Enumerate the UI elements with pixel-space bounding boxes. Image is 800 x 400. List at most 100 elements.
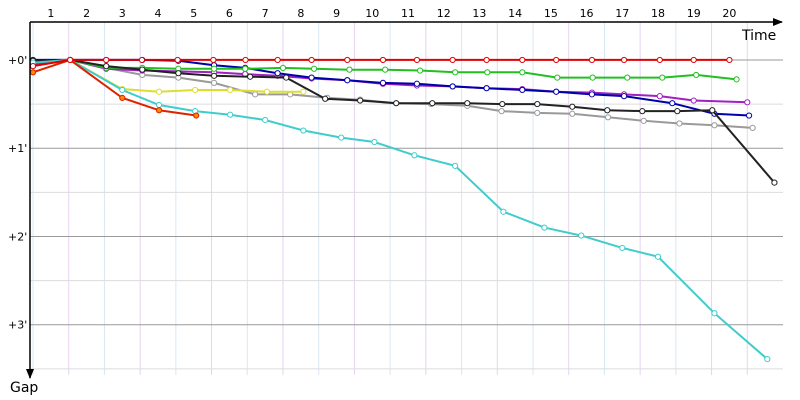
x-tick-label: 18 bbox=[651, 7, 665, 20]
point bbox=[711, 310, 718, 317]
point bbox=[693, 71, 700, 79]
point bbox=[519, 56, 526, 64]
point bbox=[308, 56, 315, 64]
point bbox=[103, 56, 110, 64]
point bbox=[483, 85, 490, 92]
point bbox=[393, 100, 400, 107]
point bbox=[103, 63, 110, 70]
point bbox=[379, 79, 387, 86]
point bbox=[344, 77, 351, 84]
x-axis-label: Time bbox=[741, 28, 776, 44]
point bbox=[604, 114, 612, 121]
point bbox=[413, 56, 421, 64]
point bbox=[357, 97, 364, 104]
point bbox=[413, 80, 421, 87]
y-tick-label: +2' bbox=[8, 230, 27, 243]
x-tick-label: 8 bbox=[297, 7, 304, 20]
point bbox=[155, 88, 163, 95]
point bbox=[553, 56, 560, 64]
point bbox=[247, 73, 254, 80]
point bbox=[119, 94, 126, 101]
point bbox=[67, 56, 74, 64]
point bbox=[308, 74, 315, 81]
point bbox=[654, 253, 662, 260]
point bbox=[656, 93, 663, 100]
point bbox=[344, 56, 351, 64]
point bbox=[519, 69, 526, 76]
y-tick-label: +3' bbox=[8, 319, 27, 332]
point bbox=[711, 122, 718, 129]
y-axis-label: Gap bbox=[10, 380, 38, 396]
point bbox=[519, 86, 526, 94]
point bbox=[379, 56, 387, 64]
point bbox=[263, 88, 271, 95]
point bbox=[274, 56, 281, 64]
point bbox=[210, 79, 218, 86]
point bbox=[279, 64, 287, 71]
point bbox=[346, 66, 353, 73]
point bbox=[745, 112, 753, 119]
point bbox=[498, 108, 505, 115]
point bbox=[138, 56, 146, 64]
point bbox=[464, 100, 471, 107]
point bbox=[578, 232, 585, 239]
point bbox=[175, 70, 182, 77]
y-tick-label: +1' bbox=[8, 142, 27, 155]
point bbox=[604, 107, 611, 114]
point bbox=[322, 95, 329, 102]
x-tick-label: 11 bbox=[401, 7, 415, 20]
point bbox=[569, 103, 576, 110]
point bbox=[300, 88, 307, 95]
x-tick-label: 14 bbox=[508, 7, 522, 20]
point bbox=[624, 74, 631, 81]
point bbox=[139, 66, 146, 73]
point bbox=[500, 208, 507, 215]
point bbox=[499, 100, 506, 108]
point bbox=[589, 74, 596, 81]
point bbox=[300, 127, 307, 134]
point bbox=[749, 124, 756, 132]
point bbox=[676, 120, 683, 127]
x-tick-label: 3 bbox=[119, 7, 126, 20]
x-tick-label: 16 bbox=[580, 7, 594, 20]
point bbox=[252, 91, 259, 98]
point bbox=[192, 86, 199, 94]
point bbox=[227, 86, 234, 94]
point bbox=[569, 110, 576, 117]
point bbox=[338, 134, 345, 141]
x-tick-label: 7 bbox=[262, 7, 269, 20]
point bbox=[484, 69, 491, 76]
x-tick-label: 19 bbox=[687, 7, 701, 20]
point bbox=[744, 99, 751, 106]
point bbox=[417, 67, 424, 74]
x-tick-label: 1 bbox=[47, 7, 54, 20]
point bbox=[452, 162, 459, 169]
point bbox=[449, 56, 456, 64]
point bbox=[155, 107, 163, 114]
point bbox=[534, 100, 541, 108]
x-tick-label: 6 bbox=[226, 7, 233, 20]
x-tick-label: 5 bbox=[190, 7, 197, 20]
x-tick-label: 2 bbox=[83, 7, 90, 20]
point bbox=[733, 76, 740, 83]
point bbox=[242, 56, 249, 64]
point bbox=[554, 74, 561, 81]
point bbox=[656, 56, 663, 64]
y-tick-label: +0' bbox=[8, 54, 27, 67]
point bbox=[640, 117, 647, 124]
point bbox=[283, 74, 290, 81]
point bbox=[382, 66, 389, 73]
point bbox=[483, 56, 490, 64]
point bbox=[274, 70, 281, 77]
point bbox=[119, 86, 126, 94]
point bbox=[619, 244, 626, 252]
point bbox=[242, 65, 249, 72]
point bbox=[771, 179, 778, 186]
point bbox=[174, 56, 181, 64]
point bbox=[449, 83, 456, 90]
point bbox=[371, 138, 378, 146]
point bbox=[310, 65, 318, 72]
point bbox=[553, 88, 560, 95]
point bbox=[620, 93, 628, 100]
